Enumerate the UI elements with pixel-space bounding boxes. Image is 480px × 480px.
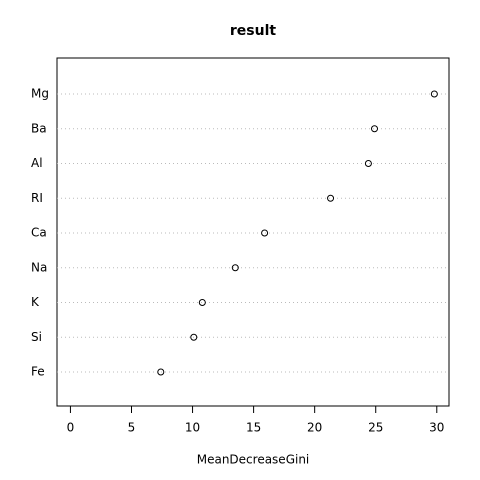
y-category-label: RI <box>31 191 43 205</box>
x-tick-label: 25 <box>368 421 383 435</box>
dot <box>157 368 165 376</box>
dot <box>231 264 239 272</box>
y-category-label: K <box>31 295 40 309</box>
x-tick-label: 20 <box>307 421 322 435</box>
dot <box>261 229 269 237</box>
y-category-label: Al <box>31 156 43 170</box>
y-category-label: Ca <box>31 226 47 240</box>
dot <box>430 90 438 98</box>
chart-title: result <box>230 23 276 39</box>
x-tick-label: 15 <box>246 421 261 435</box>
dot <box>190 333 198 341</box>
y-category-label: Ba <box>31 121 47 135</box>
x-axis-label: MeanDecreaseGini <box>197 453 310 467</box>
dot <box>198 299 206 306</box>
y-category-label: Na <box>31 260 47 274</box>
x-tick-label: 10 <box>185 421 200 435</box>
y-category-label: Si <box>31 330 42 344</box>
dot <box>327 194 335 202</box>
x-tick-label: 30 <box>429 421 444 435</box>
x-tick-label: 5 <box>128 421 136 435</box>
dot <box>371 125 379 133</box>
y-category-label: Fe <box>31 365 45 379</box>
x-tick-label: 0 <box>67 421 75 435</box>
dot <box>364 160 372 167</box>
y-category-label: Mg <box>31 87 49 101</box>
